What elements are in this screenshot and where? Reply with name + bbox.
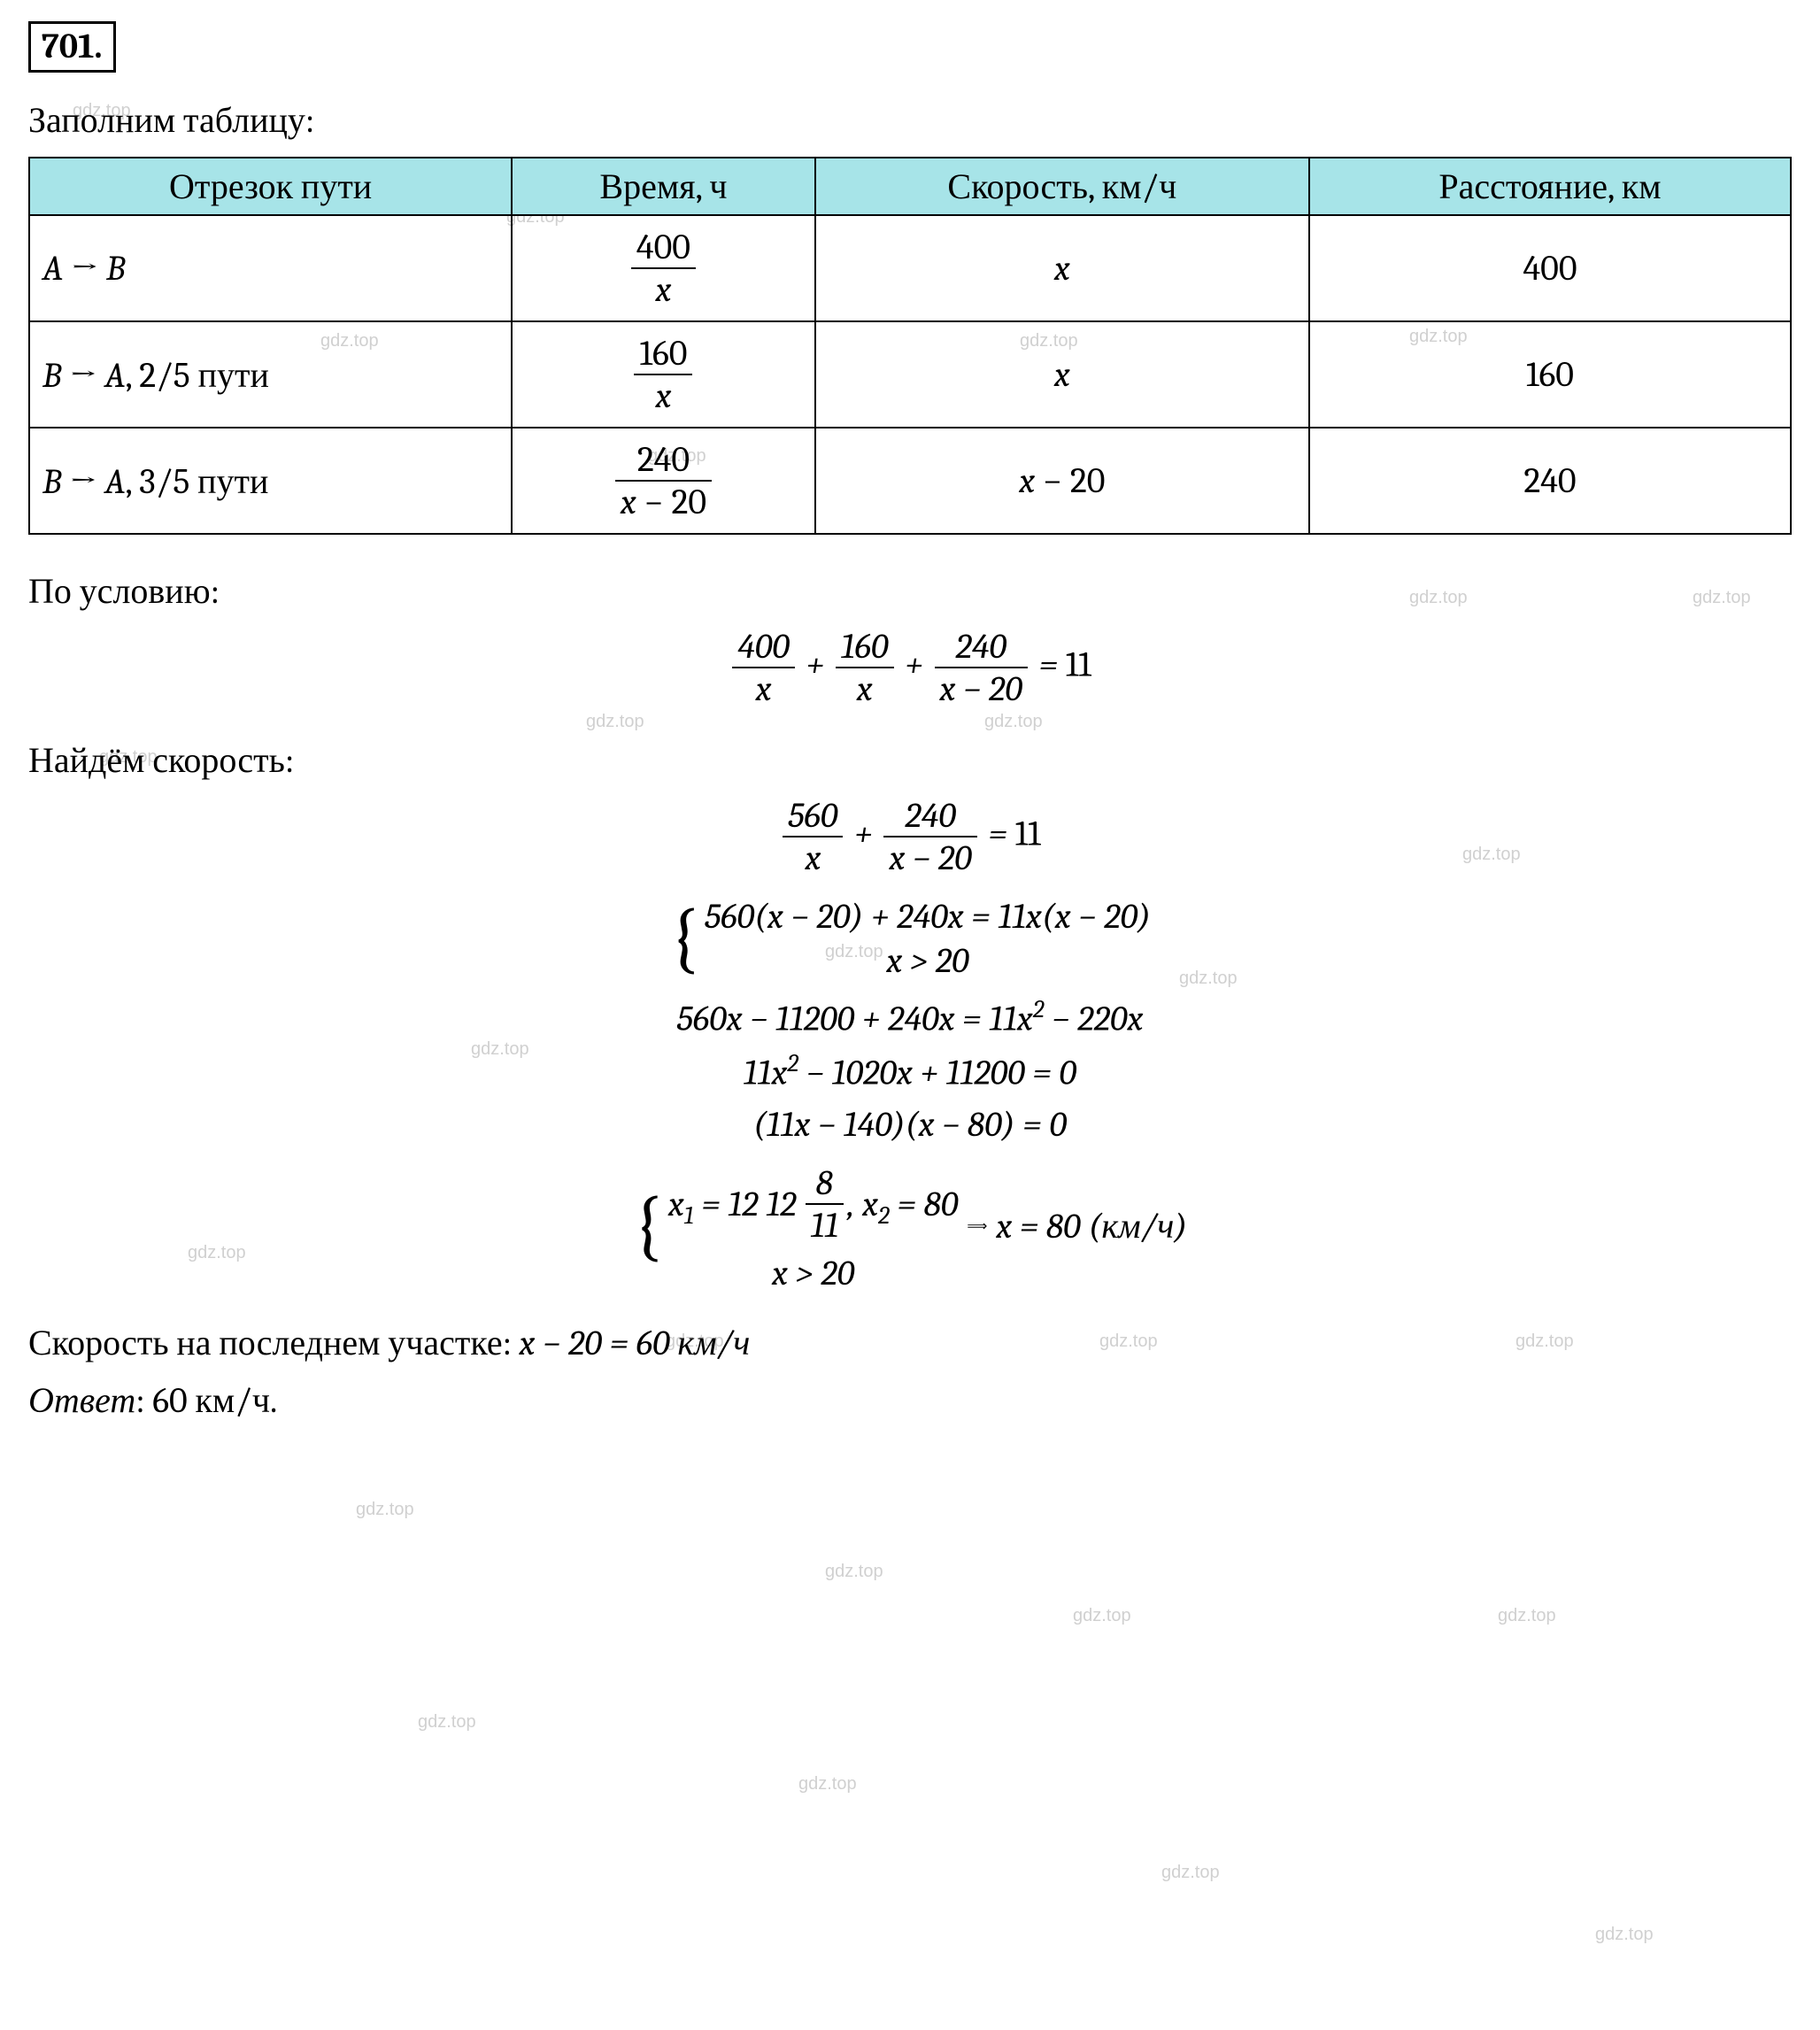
- table-body: A → B400xx400B → A, 2/5 пути160xx160B → …: [29, 215, 1791, 534]
- watermark: gdz.top: [1498, 1606, 1556, 1626]
- distance-cell: 160: [1309, 321, 1791, 428]
- answer-value: : 60 км/ч.: [135, 1380, 277, 1421]
- last-segment-text: Скорость на последнем участке:: [28, 1323, 520, 1363]
- data-table: Отрезок путиВремя, чСкорость, км/чРассто…: [28, 157, 1792, 535]
- step3-equation: 560x − 11200 + 240x = 11x2 − 220x: [28, 995, 1792, 1038]
- watermark: gdz.top: [418, 1712, 476, 1733]
- distance-cell: 400: [1309, 215, 1791, 321]
- step1-equation: 560x + 240x − 20 = 11: [28, 791, 1792, 882]
- answer-label: Ответ: [28, 1380, 135, 1421]
- brace-system-1: { 560(x − 20) + 240x = 11x(x − 20) x > 2…: [28, 892, 1792, 984]
- time-cell: 240x − 20: [512, 428, 814, 534]
- distance-cell: 240: [1309, 428, 1791, 534]
- condition-equation: 400x + 160x + 240x − 20 = 11: [28, 622, 1792, 713]
- table-row: B → A, 3/5 пути240x − 20x − 20240: [29, 428, 1791, 534]
- speed-cell: x: [815, 215, 1309, 321]
- table-header-cell: Скорость, км/ч: [815, 158, 1309, 215]
- speed-cell: x − 20: [815, 428, 1309, 534]
- time-cell: 400x: [512, 215, 814, 321]
- watermark: gdz.top: [825, 1562, 883, 1582]
- brace-system-2: { x1 = 12 12811, x2 = 80x > 20 ⟹ x = 80 …: [28, 1155, 1792, 1297]
- table-header-cell: Отрезок пути: [29, 158, 512, 215]
- watermark: gdz.top: [984, 712, 1043, 732]
- table-row: A → B400xx400: [29, 215, 1791, 321]
- table-row: B → A, 2/5 пути160xx160: [29, 321, 1791, 428]
- brace2-line1: x1 = 12 12811, x2 = 80: [668, 1159, 959, 1249]
- watermark: gdz.top: [1595, 1925, 1654, 1945]
- intro-text: Заполним таблицу:: [28, 99, 1792, 141]
- brace1-line1: 560(x − 20) + 240x = 11x(x − 20): [705, 896, 1151, 937]
- brace2-result: x = 80 (км/ч): [996, 1205, 1187, 1247]
- table-header-cell: Время, ч: [512, 158, 814, 215]
- last-segment-expr: x − 20 = 60 км/ч: [520, 1323, 751, 1363]
- watermark: gdz.top: [1073, 1606, 1131, 1626]
- page-root: gdz.topgdz.topgdz.topgdz.topgdz.topgdz.t…: [28, 21, 1792, 1421]
- row-label-cell: B → A, 2/5 пути: [29, 321, 512, 428]
- row-label-cell: B → A, 3/5 пути: [29, 428, 512, 534]
- table-header-cell: Расстояние, км: [1309, 158, 1791, 215]
- table-header-row: Отрезок путиВремя, чСкорость, км/чРассто…: [29, 158, 1791, 215]
- watermark: gdz.top: [356, 1500, 414, 1520]
- answer-final: Ответ: 60 км/ч.: [28, 1379, 1792, 1421]
- condition-label: По условию:: [28, 570, 1792, 612]
- time-cell: 160x: [512, 321, 814, 428]
- implies-arrow: ⟹: [967, 1217, 987, 1234]
- watermark: gdz.top: [586, 712, 644, 732]
- last-segment-line: Скорость на последнем участке: x − 20 = …: [28, 1322, 1792, 1363]
- watermark: gdz.top: [1161, 1863, 1220, 1883]
- speed-cell: x: [815, 321, 1309, 428]
- brace1-line2: x > 20: [705, 940, 1151, 981]
- find-label: Найдём скорость:: [28, 739, 1792, 781]
- step4-equation: 11x2 − 1020x + 11200 = 0: [28, 1049, 1792, 1092]
- watermark: gdz.top: [798, 1774, 857, 1795]
- problem-number: 701.: [28, 21, 116, 73]
- brace2-line2: x > 20: [668, 1253, 959, 1293]
- step5-equation: (11x − 140)(x − 80) = 0: [28, 1104, 1792, 1145]
- row-label-cell: A → B: [29, 215, 512, 321]
